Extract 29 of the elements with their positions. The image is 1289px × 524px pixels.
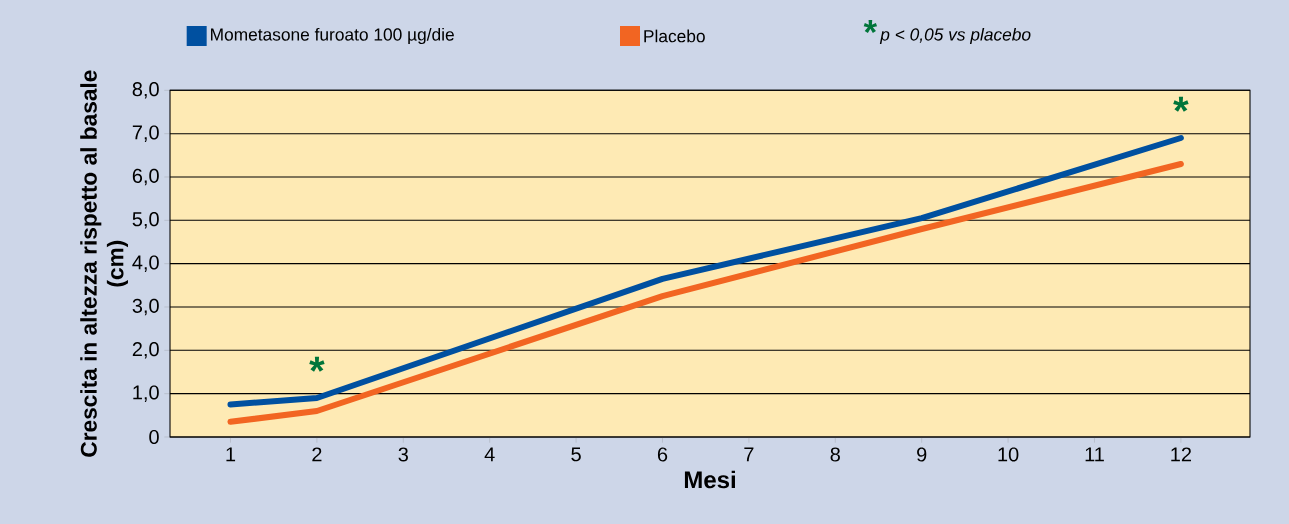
annotation: * [309, 356, 325, 372]
legend-label: Placebo [644, 29, 705, 43]
y-tick-label: 8,0 [132, 82, 159, 99]
y-tick-label: 3,0 [132, 298, 159, 316]
x-tick-label: 8 [830, 447, 840, 462]
y-tick-label: 5,0 [132, 212, 159, 229]
text: * [863, 20, 878, 33]
x-tick-label: 9 [917, 447, 927, 462]
x-tick-label: 4 [484, 447, 495, 462]
x-tick-label: 1 [226, 447, 236, 462]
x-tick-label: 12 [1171, 447, 1191, 462]
y-axis-title: Crescita in altezza rispetto al basale (cm) [80, 70, 128, 457]
x-tick-label: 5 [571, 447, 581, 462]
text: p < 0,05 vs placebo [879, 27, 1031, 45]
x-axis-title: Mesi [684, 470, 735, 489]
x-tick-label: 3 [398, 447, 408, 462]
y-tick-label: 4,0 [132, 255, 159, 272]
x-tick-label: 11 [1085, 447, 1104, 462]
y-tick-label: 1,0 [133, 385, 159, 402]
x-tick-label: 10 [998, 447, 1019, 462]
y-tick-label: 0 [149, 429, 159, 445]
x-tick-label: 7 [744, 447, 754, 462]
y-tick-label: 7,0 [132, 125, 159, 142]
x-tick-label: 6 [657, 447, 668, 462]
annotation: * [1173, 96, 1189, 112]
y-tick-label: 2,0 [132, 342, 159, 359]
x-tick-label: 2 [312, 447, 322, 462]
legend-label: Mometasone furoato 100 µg/die [211, 27, 454, 45]
y-tick-label: 6,0 [132, 168, 159, 186]
